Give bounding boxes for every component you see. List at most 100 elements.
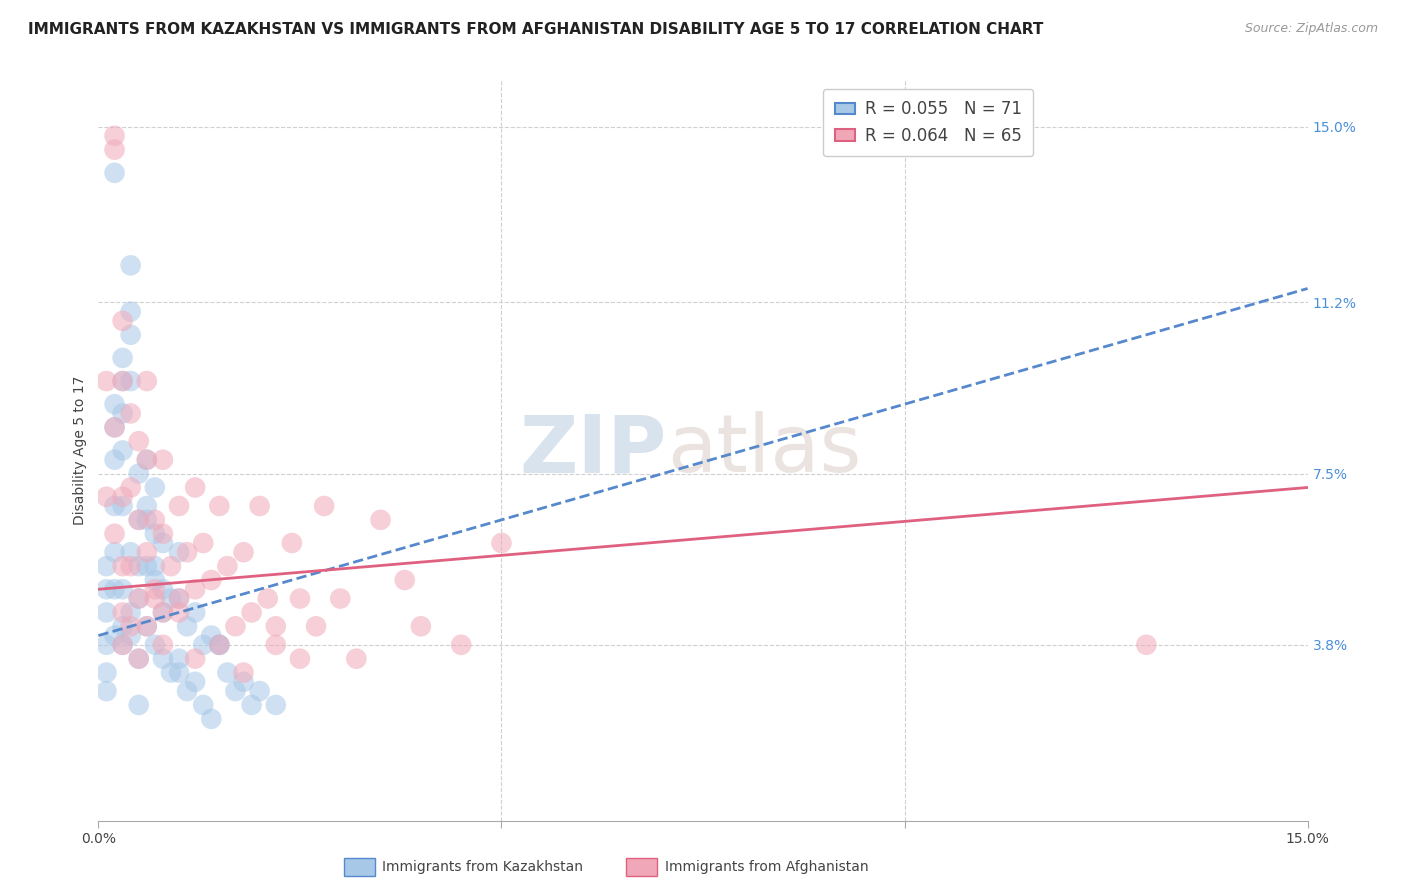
Point: [135, 452, 157, 467]
Point: [128, 698, 150, 712]
Point: [96, 490, 118, 504]
Point: [176, 545, 198, 559]
Point: [120, 559, 142, 574]
Point: [160, 559, 183, 574]
Point: [314, 499, 336, 513]
Point: [111, 606, 134, 620]
Point: [217, 559, 239, 574]
Point: [111, 559, 134, 574]
Point: [167, 606, 190, 620]
Point: [249, 499, 271, 513]
Point: [232, 545, 254, 559]
Point: [96, 582, 118, 597]
Point: [193, 536, 215, 550]
Point: [120, 374, 142, 388]
Point: [103, 166, 125, 180]
Point: [135, 452, 157, 467]
Point: [184, 582, 207, 597]
Point: [135, 513, 157, 527]
Point: [200, 573, 222, 587]
Point: [208, 638, 231, 652]
Point: [103, 545, 125, 559]
Point: [232, 665, 254, 680]
Point: [135, 374, 157, 388]
Point: [111, 638, 134, 652]
Point: [152, 638, 174, 652]
Text: atlas: atlas: [666, 411, 860, 490]
Point: [152, 582, 174, 597]
Point: [128, 434, 150, 449]
Point: [305, 619, 328, 633]
Point: [329, 591, 352, 606]
Point: [111, 499, 134, 513]
Point: [143, 481, 166, 495]
Point: [167, 665, 190, 680]
Point: [103, 420, 125, 434]
Point: [184, 651, 207, 665]
Point: [394, 573, 416, 587]
Point: [200, 712, 222, 726]
Point: [344, 651, 367, 665]
Point: [111, 490, 134, 504]
Point: [128, 591, 150, 606]
Point: [152, 526, 174, 541]
Point: [143, 591, 166, 606]
Point: [143, 573, 166, 587]
Point: [184, 606, 207, 620]
Point: [103, 143, 125, 157]
Point: [208, 499, 231, 513]
Point: [232, 674, 254, 689]
Point: [120, 304, 142, 318]
Point: [111, 374, 134, 388]
Point: [409, 619, 432, 633]
Point: [176, 619, 198, 633]
Point: [167, 591, 190, 606]
Point: [96, 559, 118, 574]
Point: [96, 684, 118, 698]
Point: [120, 259, 142, 273]
Point: [128, 513, 150, 527]
Point: [264, 619, 287, 633]
Y-axis label: Disability Age 5 to 17: Disability Age 5 to 17: [73, 376, 87, 525]
Point: [240, 698, 263, 712]
Point: [143, 526, 166, 541]
Point: [128, 467, 150, 481]
Point: [193, 698, 215, 712]
Point: [152, 452, 174, 467]
Point: [120, 606, 142, 620]
Text: Source: ZipAtlas.com: Source: ZipAtlas.com: [1244, 22, 1378, 36]
Point: [111, 314, 134, 328]
Point: [152, 536, 174, 550]
Point: [256, 591, 278, 606]
Point: [167, 651, 190, 665]
Point: [120, 619, 142, 633]
Point: [264, 638, 287, 652]
Point: [128, 513, 150, 527]
Point: [135, 619, 157, 633]
Point: [103, 499, 125, 513]
Point: [167, 591, 190, 606]
Point: [143, 582, 166, 597]
Point: [103, 128, 125, 143]
Point: [193, 638, 215, 652]
Point: [128, 651, 150, 665]
Point: [120, 628, 142, 642]
Point: [96, 374, 118, 388]
Point: [143, 638, 166, 652]
Point: [143, 513, 166, 527]
Point: [135, 499, 157, 513]
Point: [135, 545, 157, 559]
Point: [160, 665, 183, 680]
Point: [111, 619, 134, 633]
Point: [370, 513, 392, 527]
Point: [120, 407, 142, 421]
Point: [120, 481, 142, 495]
Point: [111, 374, 134, 388]
Point: [152, 651, 174, 665]
Text: IMMIGRANTS FROM KAZAKHSTAN VS IMMIGRANTS FROM AFGHANISTAN DISABILITY AGE 5 TO 17: IMMIGRANTS FROM KAZAKHSTAN VS IMMIGRANTS…: [28, 22, 1043, 37]
Point: [96, 638, 118, 652]
Point: [288, 651, 311, 665]
Point: [111, 407, 134, 421]
Point: [208, 638, 231, 652]
Point: [184, 674, 207, 689]
